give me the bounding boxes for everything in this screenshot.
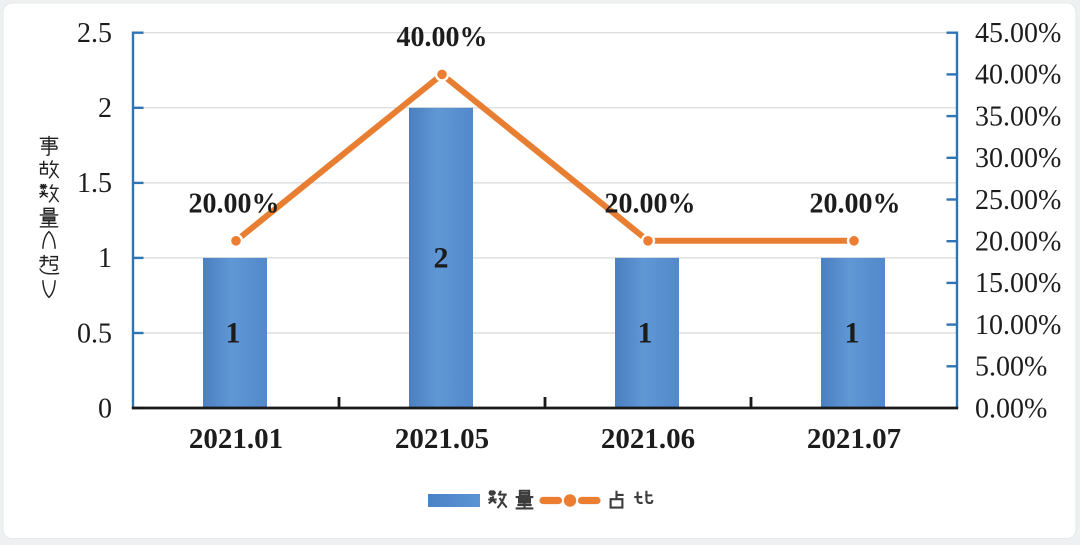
svg-text:2021.07: 2021.07 <box>807 423 901 455</box>
svg-text:2021.05: 2021.05 <box>395 423 489 455</box>
svg-text:2: 2 <box>434 242 449 275</box>
svg-text:2021.06: 2021.06 <box>601 423 695 455</box>
svg-text:1.5: 1.5 <box>77 168 112 199</box>
svg-text:0.00%: 0.00% <box>975 393 1047 424</box>
svg-text:0.5: 0.5 <box>77 318 112 349</box>
svg-text:1: 1 <box>638 317 653 350</box>
svg-text:2.5: 2.5 <box>77 18 112 49</box>
svg-text:5.00%: 5.00% <box>975 352 1047 383</box>
svg-text:20.00%: 20.00% <box>605 189 696 220</box>
svg-text:1: 1 <box>226 317 241 350</box>
svg-text:2: 2 <box>98 93 112 124</box>
svg-text:30.00%: 30.00% <box>975 143 1061 174</box>
svg-text:2021.01: 2021.01 <box>189 423 283 455</box>
svg-text:40.00%: 40.00% <box>397 22 488 53</box>
svg-text:15.00%: 15.00% <box>975 268 1061 299</box>
svg-text:1: 1 <box>98 243 112 274</box>
svg-text:45.00%: 45.00% <box>975 18 1061 49</box>
svg-text:0: 0 <box>98 393 112 424</box>
svg-text:1: 1 <box>845 317 860 350</box>
svg-text:20.00%: 20.00% <box>189 189 280 220</box>
svg-text:25.00%: 25.00% <box>975 185 1061 216</box>
svg-text:20.00%: 20.00% <box>810 189 901 220</box>
svg-text:10.00%: 10.00% <box>975 310 1061 341</box>
svg-text:35.00%: 35.00% <box>975 101 1061 132</box>
svg-text:40.00%: 40.00% <box>975 60 1061 91</box>
svg-text:20.00%: 20.00% <box>975 227 1061 258</box>
